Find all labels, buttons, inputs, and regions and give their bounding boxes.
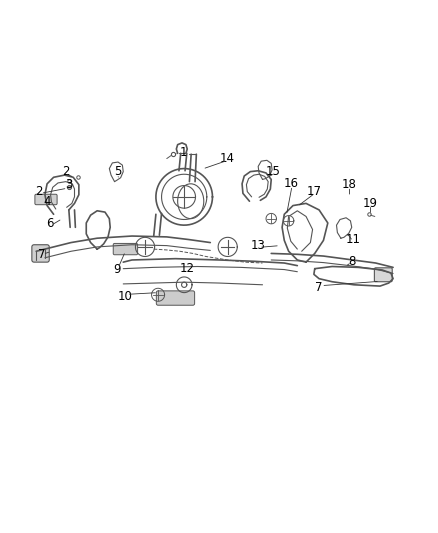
- Text: 2: 2: [62, 165, 70, 178]
- Text: 13: 13: [251, 239, 265, 252]
- Text: 7: 7: [315, 281, 323, 294]
- Text: 2: 2: [35, 185, 42, 198]
- Text: 6: 6: [46, 217, 54, 230]
- FancyBboxPatch shape: [32, 245, 49, 262]
- Text: 3: 3: [65, 178, 73, 191]
- Text: 11: 11: [346, 233, 360, 246]
- FancyBboxPatch shape: [113, 244, 138, 255]
- Text: 8: 8: [348, 255, 355, 268]
- Text: 7: 7: [38, 248, 45, 261]
- Text: 16: 16: [283, 177, 298, 190]
- Text: 5: 5: [114, 165, 122, 178]
- Text: 18: 18: [341, 178, 356, 191]
- Text: 17: 17: [306, 185, 321, 198]
- Text: 4: 4: [43, 195, 51, 208]
- Text: 1: 1: [180, 146, 187, 159]
- Text: 15: 15: [266, 165, 281, 178]
- FancyBboxPatch shape: [156, 291, 194, 305]
- Text: 10: 10: [118, 289, 133, 303]
- Text: 9: 9: [113, 263, 120, 277]
- Text: 12: 12: [180, 262, 195, 275]
- FancyBboxPatch shape: [374, 268, 392, 282]
- Text: 19: 19: [363, 197, 378, 210]
- FancyBboxPatch shape: [35, 194, 57, 205]
- Text: 14: 14: [219, 152, 234, 165]
